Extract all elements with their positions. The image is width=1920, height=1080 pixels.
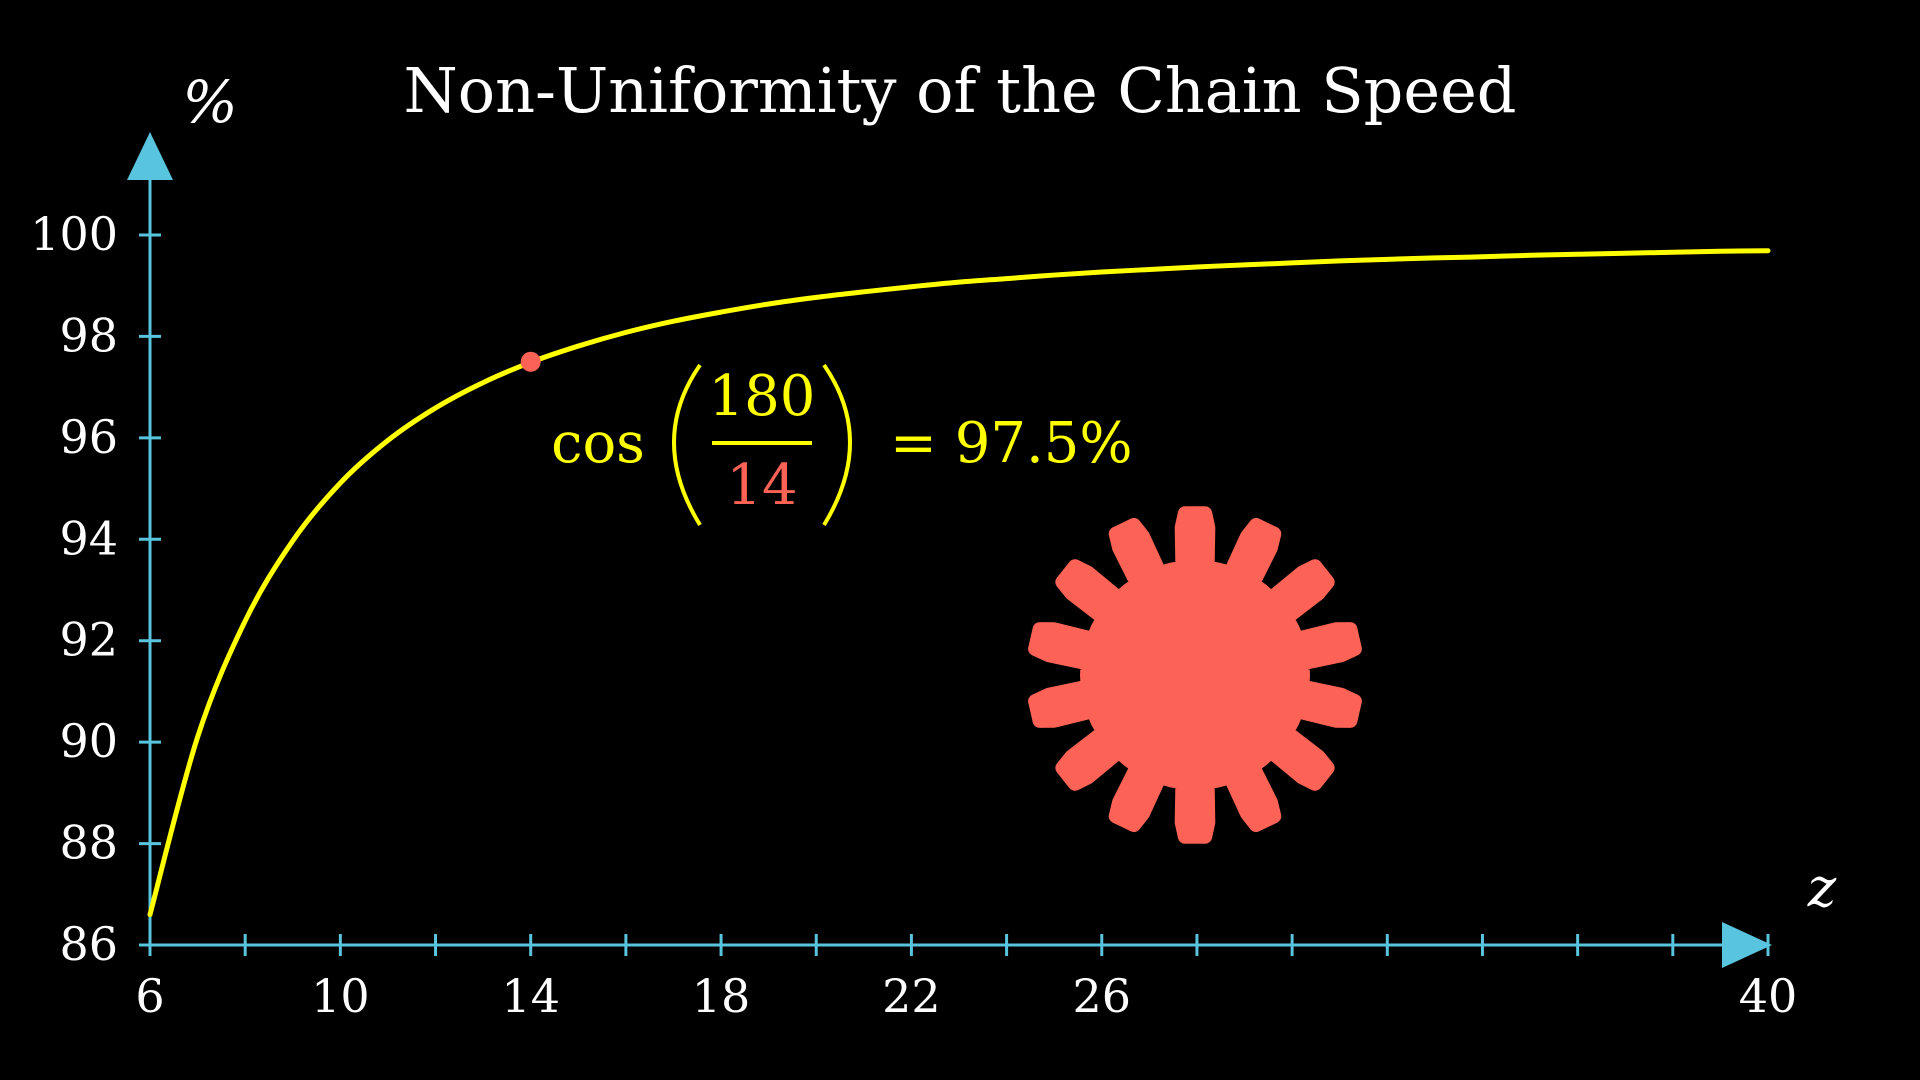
formula-result: = 97.5% (890, 411, 1133, 476)
x-axis-label: z (1807, 856, 1837, 919)
tick-labels: 6 10 14 18 22 26 40 86 88 90 92 94 96 98 100 (30, 207, 1797, 1023)
y-tick-label: 98 (59, 308, 118, 362)
y-tick-label: 88 (59, 816, 118, 870)
x-axis-arrow (1722, 922, 1772, 968)
x-tick-label: 6 (135, 969, 164, 1023)
y-axis-arrow (127, 132, 173, 180)
formula-annotation: cos 180 14 = 97.5% (551, 363, 1133, 527)
series-line (147, 248, 1771, 918)
y-axis-label: % (182, 68, 237, 136)
axis-ticks (139, 233, 1770, 956)
y-tick-label: 94 (59, 511, 118, 565)
x-tick-label: 14 (501, 969, 560, 1023)
y-tick-label: 90 (59, 714, 118, 768)
x-tick-label: 40 (1739, 969, 1798, 1023)
formula-left-paren (672, 363, 702, 527)
y-tick-label: 92 (59, 613, 118, 667)
chart-title: Non-Uniformity of the Chain Speed (404, 54, 1517, 127)
axes (127, 132, 1772, 968)
formula-denominator: 14 (726, 453, 797, 518)
series-layer (147, 248, 1771, 918)
formula-cos: cos (551, 411, 645, 476)
x-tick-label: 18 (692, 969, 751, 1023)
formula-right-paren (822, 363, 852, 527)
highlight-point (520, 351, 541, 372)
y-tick-label: 96 (59, 410, 118, 464)
formula-numerator: 180 (709, 364, 816, 429)
y-tick-label: 86 (59, 917, 118, 971)
x-tick-label: 10 (311, 969, 370, 1023)
gear-icon (1028, 506, 1362, 844)
x-tick-label: 22 (882, 969, 941, 1023)
y-tick-label: 100 (30, 207, 118, 261)
x-tick-label: 26 (1072, 969, 1131, 1023)
